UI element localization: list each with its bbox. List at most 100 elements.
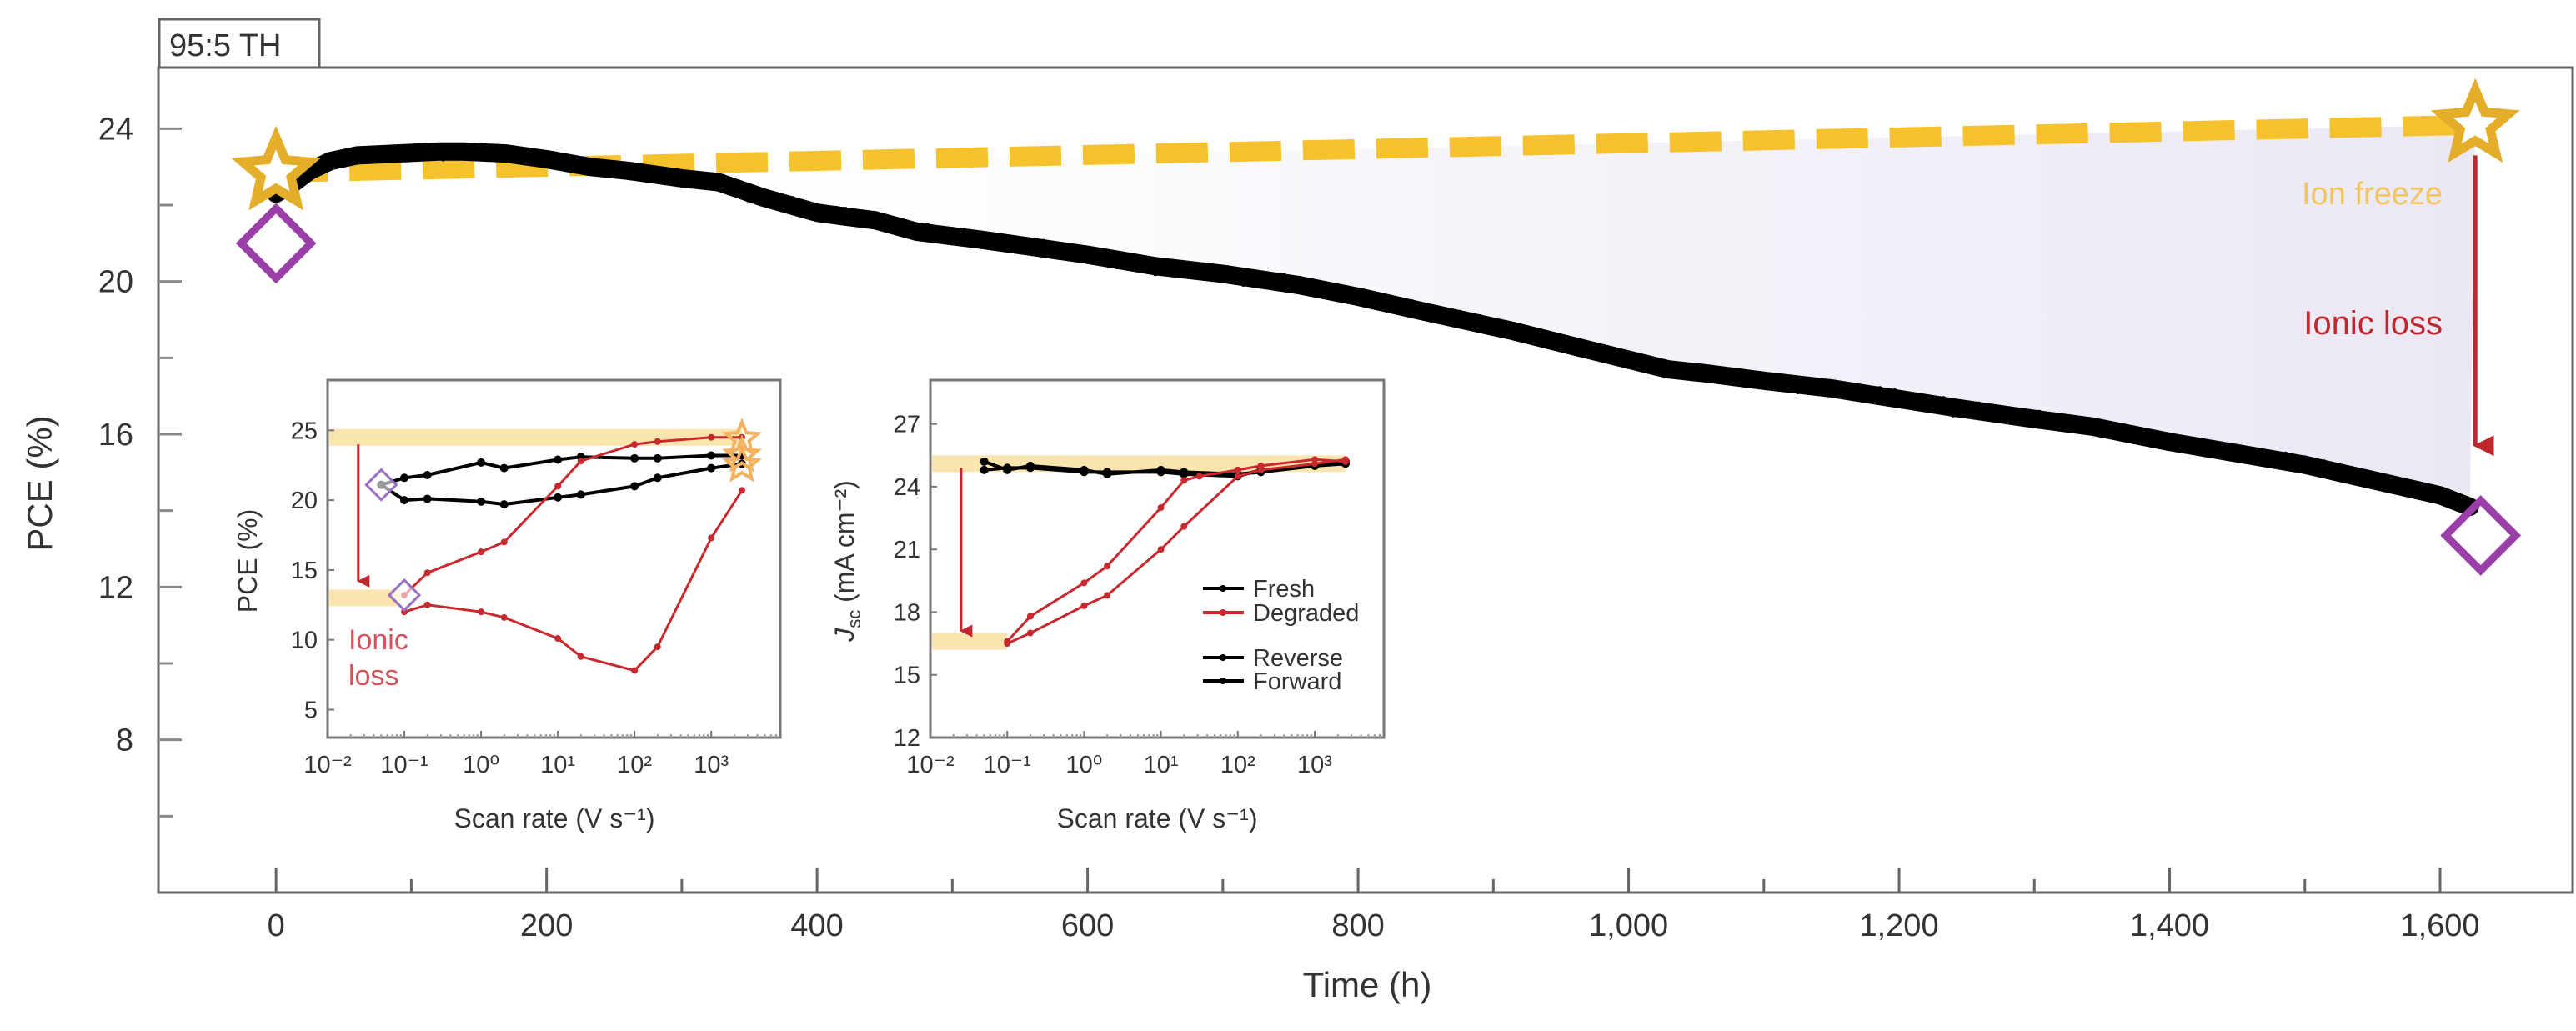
inset-pce-x-ticks: 10⁻² 10⁻¹ 10⁰ 10¹ 10² 10³ [303, 731, 777, 778]
ion-freeze-label: Ion freeze [2302, 177, 2443, 212]
data-point [477, 458, 486, 467]
legend-marker [1220, 678, 1226, 684]
x-tick-label: 1,400 [2130, 908, 2209, 943]
data-point [738, 487, 745, 494]
y-tick-label: 15 [291, 558, 318, 584]
inset-star-marker [722, 444, 762, 483]
x-tick-label: 10⁻² [303, 752, 352, 778]
data-point [1180, 477, 1188, 484]
y-tick-label: 10 [291, 628, 318, 654]
y-tick-label: 18 [894, 599, 920, 626]
x-tick-label: 1,200 [1859, 908, 1938, 943]
y-tick-label: 21 [894, 537, 920, 563]
data-point [478, 548, 485, 556]
x-tick-label: 10² [617, 752, 652, 778]
legend-label-fresh: Fresh [1253, 576, 1315, 603]
legend-marker [1220, 609, 1226, 616]
data-point [653, 453, 662, 463]
data-point [654, 438, 661, 445]
data-point [423, 494, 432, 503]
y-tick-label: 24 [98, 112, 133, 147]
start-star-marker [231, 125, 321, 211]
y-tick-label: 12 [894, 725, 920, 752]
x-tick-label: 10⁻¹ [984, 752, 1032, 778]
y-tick-label: 25 [291, 418, 318, 444]
end-diamond-marker [2440, 495, 2522, 576]
x-tick-label: 10⁻² [906, 752, 955, 778]
data-point [1080, 602, 1088, 609]
x-tick-label: 10² [1220, 752, 1255, 778]
y-tick-label: 5 [304, 697, 318, 723]
data-point [576, 490, 585, 499]
highlight-band [329, 428, 742, 446]
data-point [708, 433, 715, 441]
data-point [653, 473, 662, 483]
data-point [631, 667, 639, 674]
data-point [1004, 640, 1011, 648]
data-point [423, 470, 432, 479]
highlight-band [329, 589, 401, 607]
x-tick-label: 10⁻¹ [380, 752, 428, 778]
data-point [980, 457, 989, 466]
y-tick-label: 12 [98, 570, 133, 605]
x-axis-ticks: 0 200 400 600 800 1,000 1,200 1,400 1,600 [268, 868, 2480, 943]
inset-jsc-y-label-unit: (mA cm⁻²) [829, 480, 860, 610]
x-tick-label: 10³ [1297, 752, 1332, 778]
ionic-loss-label: Ionic loss [2303, 305, 2443, 342]
inset-jsc-y-ticks: 12 15 18 21 24 27 [894, 412, 937, 752]
data-point [1157, 546, 1165, 553]
data-point [499, 463, 509, 473]
data-point [554, 635, 562, 643]
data-point [1026, 629, 1034, 637]
main-markers [231, 78, 2522, 576]
inset-diamond-marker [364, 468, 398, 502]
x-tick-label: 1,000 [1589, 908, 1668, 943]
y-tick-label: 24 [894, 474, 920, 501]
inset-pce-y-label: PCE (%) [233, 509, 263, 613]
inset-jsc-y-label-sub: sc [844, 610, 865, 628]
y-tick-label: 16 [98, 418, 133, 453]
data-point [1156, 468, 1165, 477]
legend-label-forward: Forward [1253, 668, 1341, 695]
data-point [554, 493, 563, 502]
series-line [403, 489, 744, 673]
y-tick-label: 20 [98, 265, 133, 300]
x-tick-label: 400 [790, 908, 843, 943]
data-point [1180, 469, 1189, 478]
x-tick-label: 200 [520, 908, 573, 943]
inset-jsc-x-ticks: 10⁻² 10⁻¹ 10⁰ 10¹ 10² 10³ [906, 731, 1381, 778]
data-point [499, 500, 509, 509]
x-tick-label: 600 [1061, 908, 1114, 943]
data-point [400, 473, 409, 483]
highlight-band [932, 633, 1008, 650]
data-point [654, 643, 661, 651]
pce-curve-noise [275, 143, 2466, 506]
y-axis-label: PCE (%) [20, 415, 59, 551]
data-point [500, 613, 508, 621]
data-point [1080, 468, 1089, 477]
inset-pce-loss-label: loss [348, 660, 398, 692]
y-tick-label: 20 [291, 488, 318, 514]
data-point [554, 483, 562, 490]
inset-pce-series [364, 418, 762, 674]
data-point [1003, 463, 1012, 473]
data-point [577, 653, 584, 660]
panel-label-box: 95:5 TH [158, 18, 321, 69]
data-point [478, 608, 485, 616]
y-tick-label: 15 [894, 663, 920, 689]
data-point [630, 453, 639, 463]
data-point [707, 451, 716, 460]
data-point [707, 463, 716, 473]
data-point [1341, 456, 1349, 463]
data-point [423, 569, 431, 577]
x-tick-label: 800 [1331, 908, 1384, 943]
legend-marker [1220, 585, 1226, 592]
x-tick-label: 0 [268, 908, 285, 943]
inset-pce-x-label: Scan rate (V s⁻¹) [454, 803, 655, 833]
inset-jsc-y-label: Jsc (mA cm⁻²) [829, 480, 865, 643]
x-tick-label: 10¹ [540, 752, 575, 778]
legend-label-degraded: Degraded [1253, 600, 1359, 627]
inset-star-marker [722, 434, 762, 473]
